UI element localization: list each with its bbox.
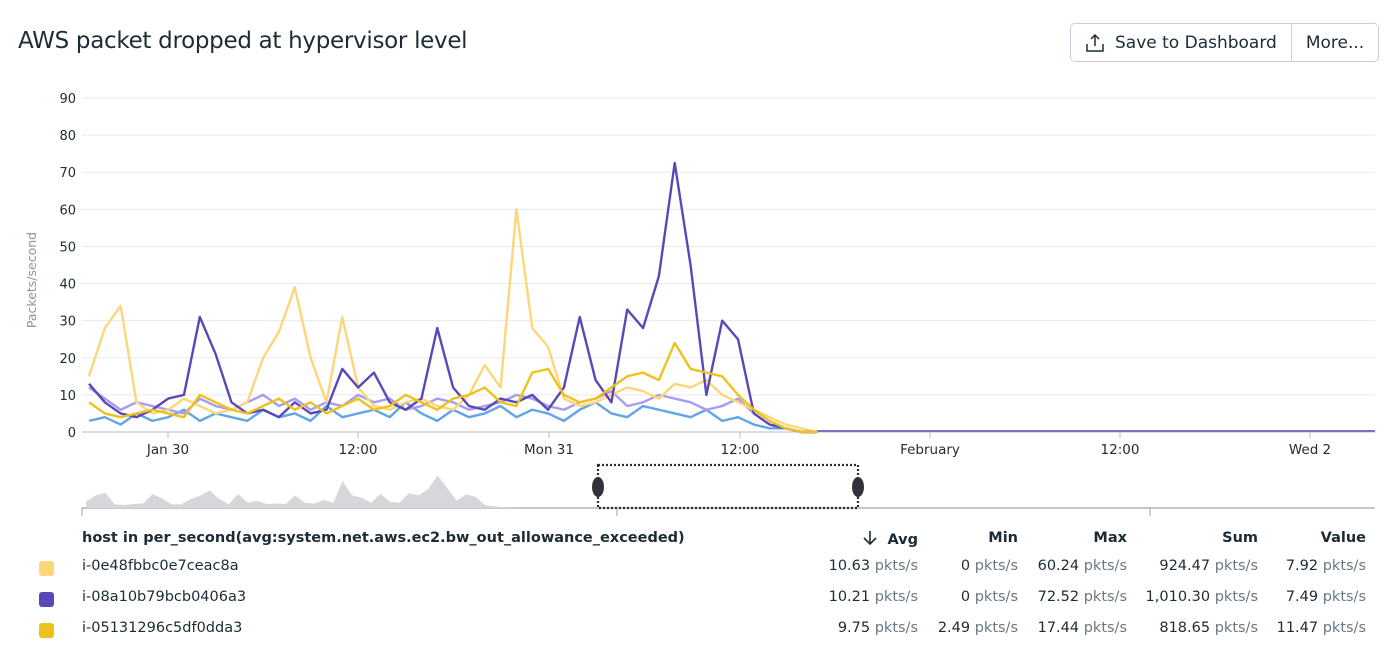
legend-row[interactable]: i-0e48fbbc0e7ceac8a 10.63 pkts/s 0 pkts/s 6… [0, 554, 1400, 582]
arrow-down-icon [863, 531, 878, 546]
query-label: host in per_second(avg:system.net.aws.ec… [82, 530, 685, 546]
minimap[interactable] [81, 463, 1375, 516]
y-tick-label: 50 [59, 240, 76, 255]
x-tick-label: 12:00 [721, 442, 760, 458]
series-swatch [39, 561, 54, 576]
cell-min: 0 pkts/s [960, 558, 1018, 574]
toolbar: Save to Dashboard More... [1070, 23, 1380, 62]
col-max[interactable]: Max [1093, 530, 1127, 546]
minimap-handle[interactable] [852, 477, 864, 497]
y-tick-label: 70 [59, 166, 76, 181]
series-line-i-08a10b79bcb0406a3[interactable] [88, 161, 818, 434]
y-axis-label: Packets/second [24, 232, 39, 328]
cell-sum: 1,010.30 pkts/s [1145, 589, 1258, 605]
x-tick-label: February [900, 442, 960, 458]
series-line[interactable] [88, 401, 818, 434]
y-tick-label: 90 [59, 92, 76, 107]
host-name[interactable]: i-05131296c5df0dda3 [82, 620, 243, 636]
series-swatch [39, 592, 54, 607]
y-tick-label: 60 [59, 203, 76, 218]
cell-avg: 10.21 pkts/s [828, 589, 918, 605]
col-sum[interactable]: Sum [1222, 530, 1258, 546]
legend-header: host in per_second(avg:system.net.aws.ec… [0, 526, 1400, 554]
series-line-i-05131296c5df0dda3[interactable] [88, 341, 818, 434]
cell-avg: 9.75 pkts/s [837, 620, 918, 636]
x-tick-label: Wed 2 [1289, 442, 1331, 458]
upload-icon [1086, 33, 1104, 52]
cell-max: 60.24 pkts/s [1037, 558, 1127, 574]
cell-max: 17.44 pkts/s [1037, 620, 1127, 636]
x-tick-label: 12:00 [1101, 442, 1140, 458]
cell-avg: 10.63 pkts/s [828, 558, 918, 574]
save-label: Save to Dashboard [1115, 32, 1277, 53]
series-line-i-0e48fbbc0e7ceac8a[interactable] [87, 208, 818, 434]
cell-max: 72.52 pkts/s [1037, 589, 1127, 605]
minimap-area [86, 475, 524, 508]
cell-value: 11.47 pkts/s [1276, 620, 1366, 636]
y-tick-label: 80 [59, 129, 76, 144]
legend-row[interactable]: i-08a10b79bcb0406a3 10.21 pkts/s 0 pkts/s 7… [0, 585, 1400, 613]
y-tick-label: 20 [59, 352, 76, 367]
cell-min: 0 pkts/s [960, 589, 1018, 605]
minimap-selection[interactable] [596, 463, 860, 510]
x-tick-label: Jan 30 [146, 442, 189, 458]
col-value[interactable]: Value [1320, 530, 1366, 546]
series-line[interactable] [88, 386, 818, 434]
host-name[interactable]: i-08a10b79bcb0406a3 [82, 589, 247, 605]
y-tick-label: 30 [59, 315, 76, 330]
cell-sum: 924.47 pkts/s [1159, 558, 1258, 574]
series-swatch [39, 623, 54, 638]
host-name[interactable]: i-0e48fbbc0e7ceac8a [82, 558, 239, 574]
timeseries-chart: 0 10 20 30 40 50 60 70 80 90 Packets/second Jan 30 1… [24, 92, 1375, 516]
y-tick-label: 40 [59, 278, 76, 293]
col-min[interactable]: Min [988, 530, 1018, 546]
x-tick-label: 12:00 [339, 442, 378, 458]
cell-min: 2.49 pkts/s [937, 620, 1018, 636]
page-title: AWS packet dropped at hypervisor level [18, 28, 468, 54]
y-tick-label: 10 [59, 389, 76, 404]
more-button[interactable]: More... [1290, 24, 1379, 61]
cell-value: 7.92 pkts/s [1285, 558, 1366, 574]
cell-sum: 818.65 pkts/s [1159, 620, 1258, 636]
legend-row[interactable]: i-05131296c5df0dda3 9.75 pkts/s 2.49 pkts/… [0, 616, 1400, 644]
col-avg[interactable]: Avg [863, 530, 918, 548]
minimap-handle[interactable] [592, 477, 604, 497]
cell-value: 7.49 pkts/s [1285, 589, 1366, 605]
x-tick-label: Mon 31 [524, 442, 574, 458]
y-tick-label: 0 [68, 426, 76, 441]
save-to-dashboard-button[interactable]: Save to Dashboard [1071, 24, 1291, 61]
